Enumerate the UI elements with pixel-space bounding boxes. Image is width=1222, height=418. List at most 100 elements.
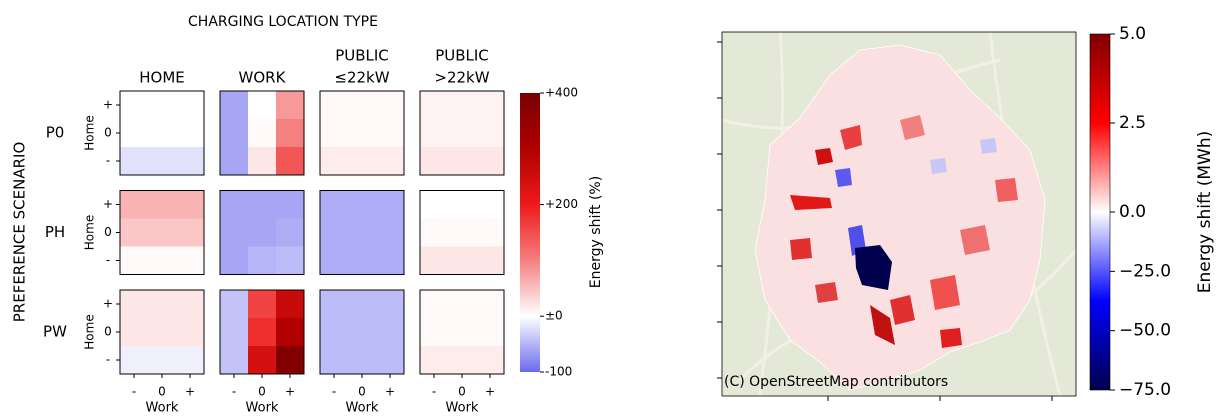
colorbar-tick-label: 2.5 — [1119, 113, 1146, 133]
y-tick-label: 0 — [104, 126, 112, 140]
colorbar — [1090, 34, 1110, 390]
heatmap-cell — [276, 346, 304, 374]
colorbar-tick-label: 5.0 — [1119, 24, 1146, 44]
heatmap-cell — [420, 247, 448, 275]
heatmap-cell — [276, 191, 304, 219]
heatmap-cell — [120, 147, 148, 175]
y-tick-label: + — [103, 197, 113, 211]
heatmap-cell — [420, 219, 448, 247]
heatmap-cell — [420, 119, 448, 147]
row-label: P0 — [46, 124, 65, 142]
figure: (C) OpenStreetMap contributors CHARGING … — [0, 0, 1222, 418]
heatmap-cell — [320, 191, 348, 219]
heatmap-cell — [376, 119, 404, 147]
column-label: PUBLIC — [335, 47, 389, 65]
heatmap-cell — [376, 346, 404, 374]
heatmap-cell — [320, 119, 348, 147]
heatmap-cell — [348, 247, 376, 275]
colorbar-tick-label: −50.0 — [1119, 321, 1171, 341]
heatmap-cell — [348, 91, 376, 119]
heatmap-cell — [448, 91, 476, 119]
x-tick-label: + — [385, 385, 395, 399]
attribution: (C) OpenStreetMap contributors — [724, 374, 948, 390]
heatmap-cell — [376, 219, 404, 247]
heatmap-cell — [376, 147, 404, 175]
heatmap-cell — [448, 147, 476, 175]
heatmap-cell — [420, 290, 448, 318]
y-tick-label: + — [103, 297, 113, 311]
x-tick-label: + — [285, 385, 295, 399]
y-tick-label: - — [106, 253, 110, 267]
colorbar-label: Energy shift (MWh) — [1195, 131, 1215, 294]
heatmap-cell — [276, 119, 304, 147]
heatmap-cell — [148, 147, 176, 175]
heatmap-cell — [348, 346, 376, 374]
heatmap-cell — [476, 91, 504, 119]
heatmap-cell — [320, 318, 348, 346]
heatmap-cell — [420, 191, 448, 219]
x-tick-label: + — [485, 385, 495, 399]
heatmap-cell — [276, 247, 304, 275]
heatmap-cell — [420, 346, 448, 374]
heatmap-cell — [320, 346, 348, 374]
heatmap-cell — [176, 147, 204, 175]
heatmap-cell — [220, 119, 248, 147]
colorbar-label: Energy shift (%) — [588, 176, 604, 288]
heatmap-cell — [348, 147, 376, 175]
heatmap-cell — [148, 219, 176, 247]
heatmap-cell — [420, 91, 448, 119]
heatmap-cell — [376, 247, 404, 275]
heatmap-cell — [148, 318, 176, 346]
heatmap-cell — [176, 318, 204, 346]
map: (C) OpenStreetMap contributors — [717, 32, 1076, 401]
heatmap-cell — [120, 346, 148, 374]
y-axis-label: Home — [83, 314, 97, 349]
heatmap-cell — [376, 290, 404, 318]
heatmap-cell — [248, 119, 276, 147]
heatmap-cell — [248, 247, 276, 275]
heatmap-cell — [220, 147, 248, 175]
heatmap-cell — [276, 219, 304, 247]
heatmap-cell — [176, 91, 204, 119]
y-tick-label: 0 — [104, 225, 112, 239]
x-axis-label: Work — [246, 401, 279, 416]
heatmap-cell — [248, 147, 276, 175]
heatmap-cell — [448, 247, 476, 275]
y-axis-label: Home — [83, 215, 97, 250]
x-tick-label: + — [185, 385, 195, 399]
column-label: PUBLIC — [435, 47, 489, 65]
heatmap-cell — [376, 191, 404, 219]
heatmap-cell — [220, 247, 248, 275]
x-axis-label: Work — [146, 401, 179, 416]
heatmap-cell — [320, 91, 348, 119]
heatmap-cell — [176, 290, 204, 318]
heatmap-cell — [276, 147, 304, 175]
colorbar-tick-label: −25.0 — [1119, 261, 1171, 281]
heatmap-cell — [120, 191, 148, 219]
heatmap-cell — [276, 91, 304, 119]
heatmap-cell — [176, 219, 204, 247]
heatmap-cell — [448, 219, 476, 247]
heatmap-cell — [220, 91, 248, 119]
colorbar-tick-label: ±0 — [545, 309, 563, 323]
heatmap-cell — [376, 91, 404, 119]
heatmap-cell — [320, 219, 348, 247]
heatmap-cell — [476, 119, 504, 147]
heatmap-cell — [320, 147, 348, 175]
x-tick-label: - — [232, 385, 236, 399]
heatmap-cell — [448, 290, 476, 318]
x-tick-label: 0 — [458, 385, 466, 399]
y-tick-label: 0 — [104, 325, 112, 339]
heatmap-cell — [476, 290, 504, 318]
heatmap-cell — [176, 191, 204, 219]
heatmap-cell — [320, 247, 348, 275]
colorbar-tick-label: −75.0 — [1119, 380, 1171, 400]
x-tick-label: 0 — [158, 385, 166, 399]
row-axis-label: PREFERENCE SCENARIO — [11, 142, 29, 323]
heatmap-cell — [420, 147, 448, 175]
heatmap-cell — [476, 247, 504, 275]
heatmap-cell — [148, 191, 176, 219]
heatmap-cell — [448, 346, 476, 374]
heatmap-cell — [220, 191, 248, 219]
heatmap-cell — [248, 191, 276, 219]
